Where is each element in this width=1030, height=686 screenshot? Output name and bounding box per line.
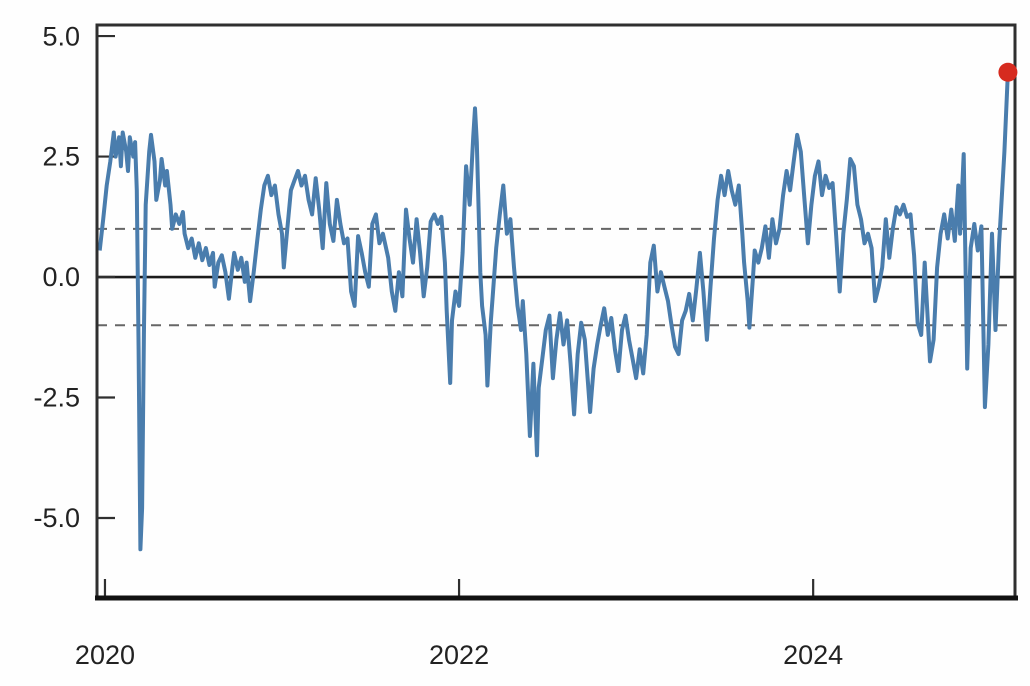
y-tick-label: 2.5 — [42, 142, 80, 172]
latest-value-marker — [998, 62, 1018, 82]
x-tick-label: 2024 — [783, 640, 843, 670]
y-tick-label: -2.5 — [33, 383, 80, 413]
y-tick-label: 0.0 — [42, 262, 80, 292]
x-tick-label: 2020 — [75, 640, 135, 670]
series-line-z-score-indicator — [97, 72, 1010, 552]
y-tick-label: -5.0 — [33, 503, 80, 533]
x-tick-label: 2022 — [429, 640, 489, 670]
y-tick-label: 5.0 — [42, 21, 80, 51]
